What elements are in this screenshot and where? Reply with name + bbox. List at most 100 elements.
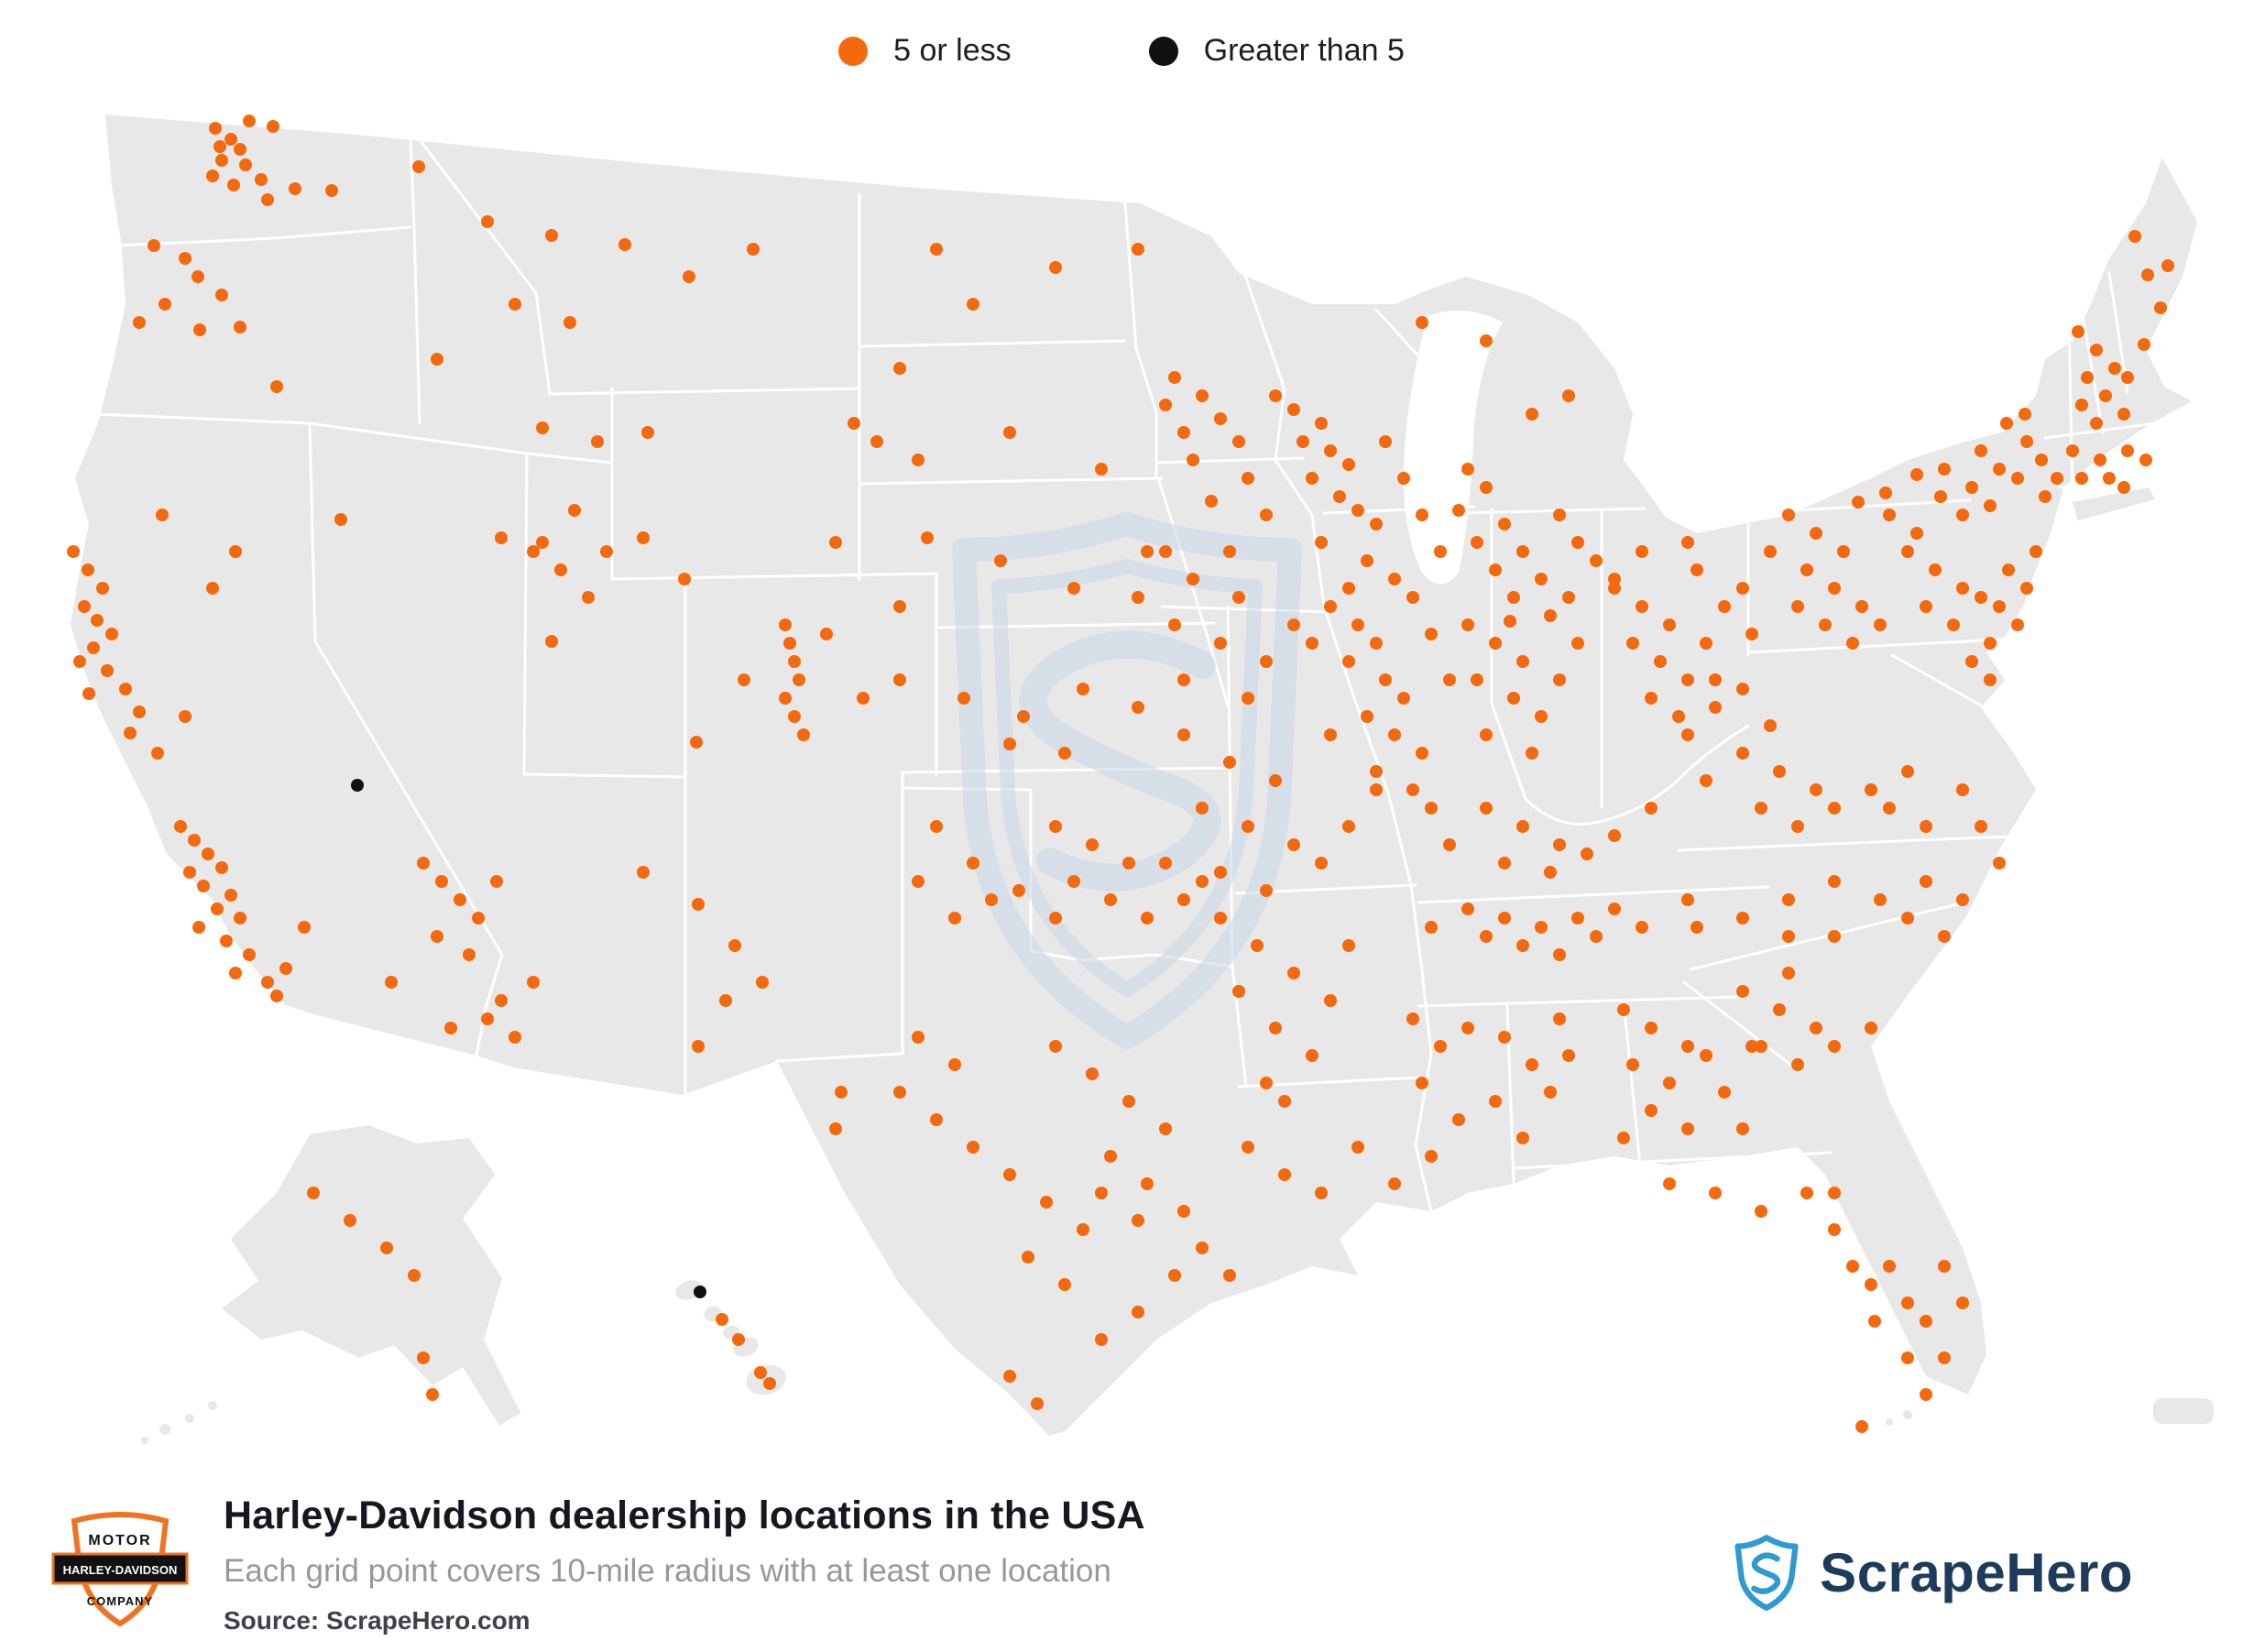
dealership-dot: [197, 880, 210, 892]
dealership-dot: [2121, 444, 2134, 457]
dealership-dot: [1498, 857, 1511, 870]
dealership-dot: [1828, 930, 1841, 943]
dealership-dot: [1993, 857, 2006, 870]
dealership-dot: [255, 173, 268, 186]
dealership-dot: [1003, 426, 1016, 439]
dealership-dot: [1504, 615, 1516, 628]
dealership-dot: [1223, 1269, 1236, 1282]
dealership-dot: [1553, 509, 1566, 521]
dealership-dot: [298, 921, 311, 934]
map-title: Harley-Davidson dealership locations in …: [224, 1493, 1145, 1537]
dealership-dot: [1663, 1177, 1676, 1190]
dealership-dot: [1956, 783, 1969, 796]
dealership-dot: [1709, 701, 1722, 714]
dealership-dot: [912, 1031, 925, 1044]
dealership-dot: [1791, 600, 1804, 613]
dealership-dot: [692, 898, 705, 911]
dealership-dot: [2002, 563, 2015, 576]
dealership-dot: [91, 614, 104, 627]
dealership-dot: [1017, 710, 1030, 723]
dealership-dot: [1214, 412, 1227, 425]
dealership-dot: [1425, 628, 1438, 640]
dealership-dot: [174, 820, 187, 833]
dealership-dot: [1553, 1012, 1566, 1025]
dealership-dot: [1938, 1351, 1951, 1364]
dealership-dot: [1718, 600, 1731, 613]
dealership-dot: [1489, 1095, 1502, 1108]
dealership-dot: [1617, 1003, 1630, 1016]
dealership-dot: [1205, 495, 1218, 508]
dealership-dot: [1306, 637, 1318, 650]
dealership-dot: [191, 270, 204, 283]
dealership-dot: [96, 582, 109, 595]
dealership-dot: [1498, 912, 1511, 924]
dealership-dot: [431, 930, 443, 943]
scrapehero-logo[interactable]: ScrapeHero: [1732, 1534, 2133, 1611]
dealership-dot: [2081, 371, 2094, 384]
dealership-dot: [1260, 1077, 1273, 1089]
dealership-dot: [1544, 866, 1557, 879]
dealership-dot: [1196, 389, 1209, 402]
dealership-dot: [1855, 1420, 1868, 1433]
dealership-dot: [1828, 1187, 1841, 1199]
dealership-dot: [788, 655, 801, 668]
dealership-dot: [82, 687, 95, 700]
dealership-dot: [1122, 1095, 1135, 1108]
dealership-dot: [1934, 490, 1947, 503]
dealership-dot: [637, 531, 650, 544]
dealership-dot: [1095, 1187, 1108, 1199]
dealership-dot: [1031, 1397, 1044, 1410]
dealership-dot: [1260, 655, 1273, 668]
dealership-dot: [1773, 765, 1786, 778]
dealership-dot: [215, 289, 228, 301]
dealership-dot: [747, 243, 760, 256]
dealership-dot: [2094, 454, 2106, 466]
dealership-dot: [763, 1377, 776, 1390]
dealership-dot: [1406, 1012, 1419, 1025]
dealership-dot: [1645, 1104, 1658, 1117]
dealership-dot: [2011, 618, 2024, 631]
dealership-dot: [1626, 637, 1639, 650]
dealership-dot: [1681, 893, 1694, 906]
dealership-dot: [1526, 408, 1538, 421]
dealership-dot: [2128, 230, 2141, 243]
dealership-dot: [444, 1022, 457, 1034]
dealership-dot: [1132, 591, 1144, 604]
dealership-dot: [1910, 468, 1923, 481]
dealership-dot: [1370, 637, 1383, 650]
dealership-dot: [1251, 939, 1264, 952]
dealership-dot: [105, 628, 118, 640]
dealership-dot: [1718, 1086, 1731, 1099]
dealership-dot: [289, 182, 301, 195]
dealership-dot: [1755, 802, 1767, 815]
dealership-dot: [1187, 573, 1199, 585]
dealership-dot: [1810, 783, 1822, 796]
dealership-dot: [495, 531, 508, 544]
dealership-dot: [1672, 710, 1685, 723]
dealership-dot: [1681, 673, 1694, 686]
dealership-dot: [261, 976, 274, 989]
dealership-dot: [1868, 1315, 1881, 1328]
dealership-dot: [454, 893, 466, 906]
dealership-dot: [1700, 637, 1712, 650]
dealership-dot: [1297, 435, 1309, 448]
dealership-dot: [2011, 472, 2024, 485]
dealership-dot: [754, 1366, 767, 1379]
dealership-dot: [1846, 637, 1859, 650]
dealership-dot: [1800, 563, 1813, 576]
dealership-dot: [213, 140, 226, 153]
dealership-dot: [1883, 802, 1896, 815]
dealership-dot: [948, 912, 961, 924]
dealership-dot: [728, 939, 741, 952]
dealership-dot: [1306, 1049, 1318, 1062]
dealership-dot: [783, 637, 796, 650]
dealership-dot: [1452, 1113, 1465, 1126]
dealership-dot: [1681, 536, 1694, 549]
puerto-rico: [2153, 1398, 2214, 1424]
dealership-dot: [1012, 884, 1025, 897]
dealership-dot: [738, 673, 750, 686]
dealership-dot: [1581, 848, 1593, 860]
dealership-dot: [1223, 756, 1236, 769]
dealership-dot: [967, 857, 979, 870]
dealership-dot: [921, 531, 934, 544]
